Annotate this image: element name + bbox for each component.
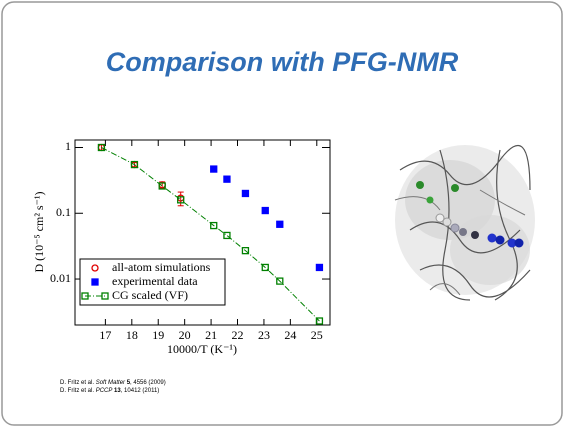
reference: D. Fritz et al. PCCP 13, 10412 (2011) [60,388,159,394]
x-axis-label: 10000/T (K⁻¹) [167,342,237,356]
ref-rest: , 4556 (2009) [130,380,166,386]
x-tick-label: 21 [205,328,217,342]
y-tick-label: 0.1 [56,205,71,219]
ref-rest: , 10412 (2011) [121,388,160,394]
data-point [316,264,322,270]
x-tick-label: 20 [179,328,191,342]
x-tick-label: 23 [258,328,270,342]
ref-journal: Soft Matter [96,380,126,386]
slide: Comparison with PFG-NMR D. Fritz et al. … [0,0,565,428]
x-tick-label: 18 [126,328,138,342]
legend-label: CG scaled (VF) [112,288,188,302]
x-tick-label: 22 [232,328,244,342]
x-tick-label: 25 [311,328,323,342]
ref-authors: D. Fritz et al. [60,380,94,386]
ref-journal: PCCP [96,388,113,394]
ref-authors: D. Fritz et al. [60,388,94,394]
data-point [211,166,217,172]
reference: D. Fritz et al. Soft Matter 5, 4556 (200… [60,380,166,386]
y-tick-label: 1 [65,139,71,153]
legend-label: all-atom simulations [112,260,211,274]
x-tick-label: 19 [152,328,164,342]
y-tick-label: 0.01 [50,271,71,285]
data-point [262,208,268,214]
data-point [224,176,230,182]
legend-marker [92,279,98,285]
data-point [242,190,248,196]
y-axis-label: D (10⁻⁵ cm² s⁻¹) [32,191,46,272]
x-tick-label: 24 [284,328,296,342]
x-tick-label: 17 [99,328,111,342]
slide-title: Comparison with PFG-NMR [106,47,459,77]
data-point [277,221,283,227]
page: Comparison with PFG-NMR D. Fritz et al. … [0,0,565,428]
legend-label: experimental data [112,274,198,288]
